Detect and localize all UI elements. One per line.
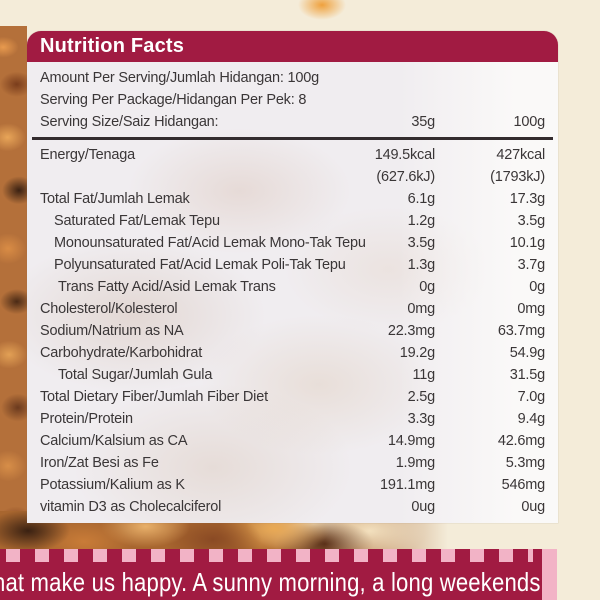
table-row: Serving Size/Saiz Hidangan: 35g 100g [27, 111, 558, 133]
value-100g: 7.0g [517, 389, 546, 405]
value-35g: 11g [412, 367, 435, 383]
table-row: Serving Per Package/Hidangan Per Pek: 8 [27, 89, 558, 111]
nutrition-table: Energy/Tenaga 149.5kcal 427kcal (627.6kJ… [27, 143, 558, 518]
value-35g: 1.9mg [395, 455, 436, 471]
value-100g: 3.7g [517, 257, 546, 273]
value-35g: 149.5kcal [374, 147, 435, 163]
table-row: Trans Fatty Acid/Asid Lemak Trans 0g 0g [27, 276, 558, 298]
table-row: Saturated Fat/Lemak Tepu 1.2g 3.5g [27, 210, 558, 232]
package-photo-orange-blob [298, 0, 346, 20]
value-100g: 100g [513, 114, 546, 130]
table-row: Total Sugar/Jumlah Gula 11g 31.5g [27, 364, 558, 386]
value-35g: 0g [419, 279, 435, 295]
table-row: Polyunsaturated Fat/Acid Lemak Poli-Tak … [27, 254, 558, 276]
table-row: Protein/Protein 3.3g 9.4g [27, 408, 558, 430]
nutrition-facts-title: Nutrition Facts [40, 35, 185, 57]
table-row: vitamin D3 as Cholecalciferol 0ug 0ug [27, 496, 558, 518]
row-label: Calcium/Kalsium as CA [40, 433, 188, 449]
value-35g: 35g [411, 114, 435, 130]
value-35g: 2.5g [407, 389, 436, 405]
serving-info: Amount Per Serving/Jumlah Hidangan: 100g… [27, 62, 558, 133]
value-100g: 0g [529, 279, 545, 295]
row-label: vitamin D3 as Cholecalciferol [40, 499, 222, 515]
row-label: Protein/Protein [40, 411, 133, 427]
value-100g: 546mg [501, 477, 546, 493]
banner-text: hat make us happy. A sunny morning, a lo… [0, 567, 541, 597]
table-row: Potassium/Kalium as K 191.1mg 546mg [27, 474, 558, 496]
nutrition-label: Nutrition Facts Amount Per Serving/Jumla… [27, 31, 558, 523]
value-100g: (1793kJ) [490, 169, 545, 185]
value-100g: 0ug [521, 499, 545, 515]
row-label: Serving Size/Saiz Hidangan: [40, 114, 219, 130]
row-label: Serving Per Package/Hidangan Per Pek: 8 [40, 92, 307, 108]
value-100g: 10.1g [509, 235, 545, 251]
table-row: Calcium/Kalsium as CA 14.9mg 42.6mg [27, 430, 558, 452]
divider [32, 137, 553, 140]
value-100g: 0mg [517, 301, 545, 317]
table-row: Total Dietary Fiber/Jumlah Fiber Diet 2.… [27, 386, 558, 408]
table-row: Iron/Zat Besi as Fe 1.9mg 5.3mg [27, 452, 558, 474]
row-label: Carbohydrate/Karbohidrat [40, 345, 203, 361]
row-label: Saturated Fat/Lemak Tepu [54, 213, 220, 229]
value-100g: 31.5g [509, 367, 545, 383]
value-100g: 5.3mg [505, 455, 546, 471]
package-photo-bottom-granola [0, 511, 560, 555]
value-100g: 54.9g [509, 345, 545, 361]
value-100g: 3.5g [517, 213, 546, 229]
value-35g: 6.1g [407, 191, 436, 207]
value-35g: 22.3mg [387, 323, 435, 339]
table-row: Monounsaturated Fat/Acid Lemak Mono-Tak … [27, 232, 558, 254]
value-100g: 17.3g [509, 191, 545, 207]
row-label: Energy/Tenaga [40, 147, 135, 163]
table-row: (627.6kJ) (1793kJ) [27, 166, 558, 188]
value-35g: 1.3g [407, 257, 436, 273]
value-35g: (627.6kJ) [376, 169, 435, 185]
value-35g: 0ug [411, 499, 435, 515]
bottom-banner-checker-border [0, 549, 542, 562]
value-35g: 1.2g [407, 213, 436, 229]
nutrition-label-body: Amount Per Serving/Jumlah Hidangan: 100g… [27, 62, 558, 523]
row-label: Polyunsaturated Fat/Acid Lemak Poli-Tak … [54, 257, 346, 273]
row-label: Amount Per Serving/Jumlah Hidangan: 100g [40, 70, 319, 86]
table-row: Energy/Tenaga 149.5kcal 427kcal [27, 144, 558, 166]
row-label: Cholesterol/Kolesterol [40, 301, 178, 317]
value-35g: 14.9mg [387, 433, 435, 449]
table-row: Sodium/Natrium as NA 22.3mg 63.7mg [27, 320, 558, 342]
row-label: Trans Fatty Acid/Asid Lemak Trans [58, 279, 276, 295]
table-row: Cholesterol/Kolesterol 0mg 0mg [27, 298, 558, 320]
value-100g: 9.4g [517, 411, 546, 427]
value-100g: 63.7mg [497, 323, 545, 339]
value-35g: 0mg [407, 301, 435, 317]
row-label: Total Dietary Fiber/Jumlah Fiber Diet [40, 389, 268, 405]
nutrition-facts-header: Nutrition Facts [27, 31, 558, 62]
value-35g: 3.3g [407, 411, 436, 427]
value-35g: 19.2g [399, 345, 435, 361]
bottom-banner [0, 562, 542, 600]
row-label: Sodium/Natrium as NA [40, 323, 184, 339]
value-35g: 191.1mg [379, 477, 435, 493]
table-row: Carbohydrate/Karbohidrat 19.2g 54.9g [27, 342, 558, 364]
value-100g: 42.6mg [497, 433, 545, 449]
row-label: Monounsaturated Fat/Acid Lemak Mono-Tak … [54, 235, 366, 251]
package-photo-left-granola [0, 26, 27, 556]
row-label: Total Sugar/Jumlah Gula [58, 367, 213, 383]
value-35g: 3.5g [407, 235, 436, 251]
value-100g: 427kcal [496, 147, 545, 163]
row-label: Potassium/Kalium as K [40, 477, 185, 493]
table-row: Amount Per Serving/Jumlah Hidangan: 100g [27, 67, 558, 89]
row-label: Iron/Zat Besi as Fe [40, 455, 159, 471]
row-label: Total Fat/Jumlah Lemak [40, 191, 190, 207]
table-row: Total Fat/Jumlah Lemak 6.1g 17.3g [27, 188, 558, 210]
